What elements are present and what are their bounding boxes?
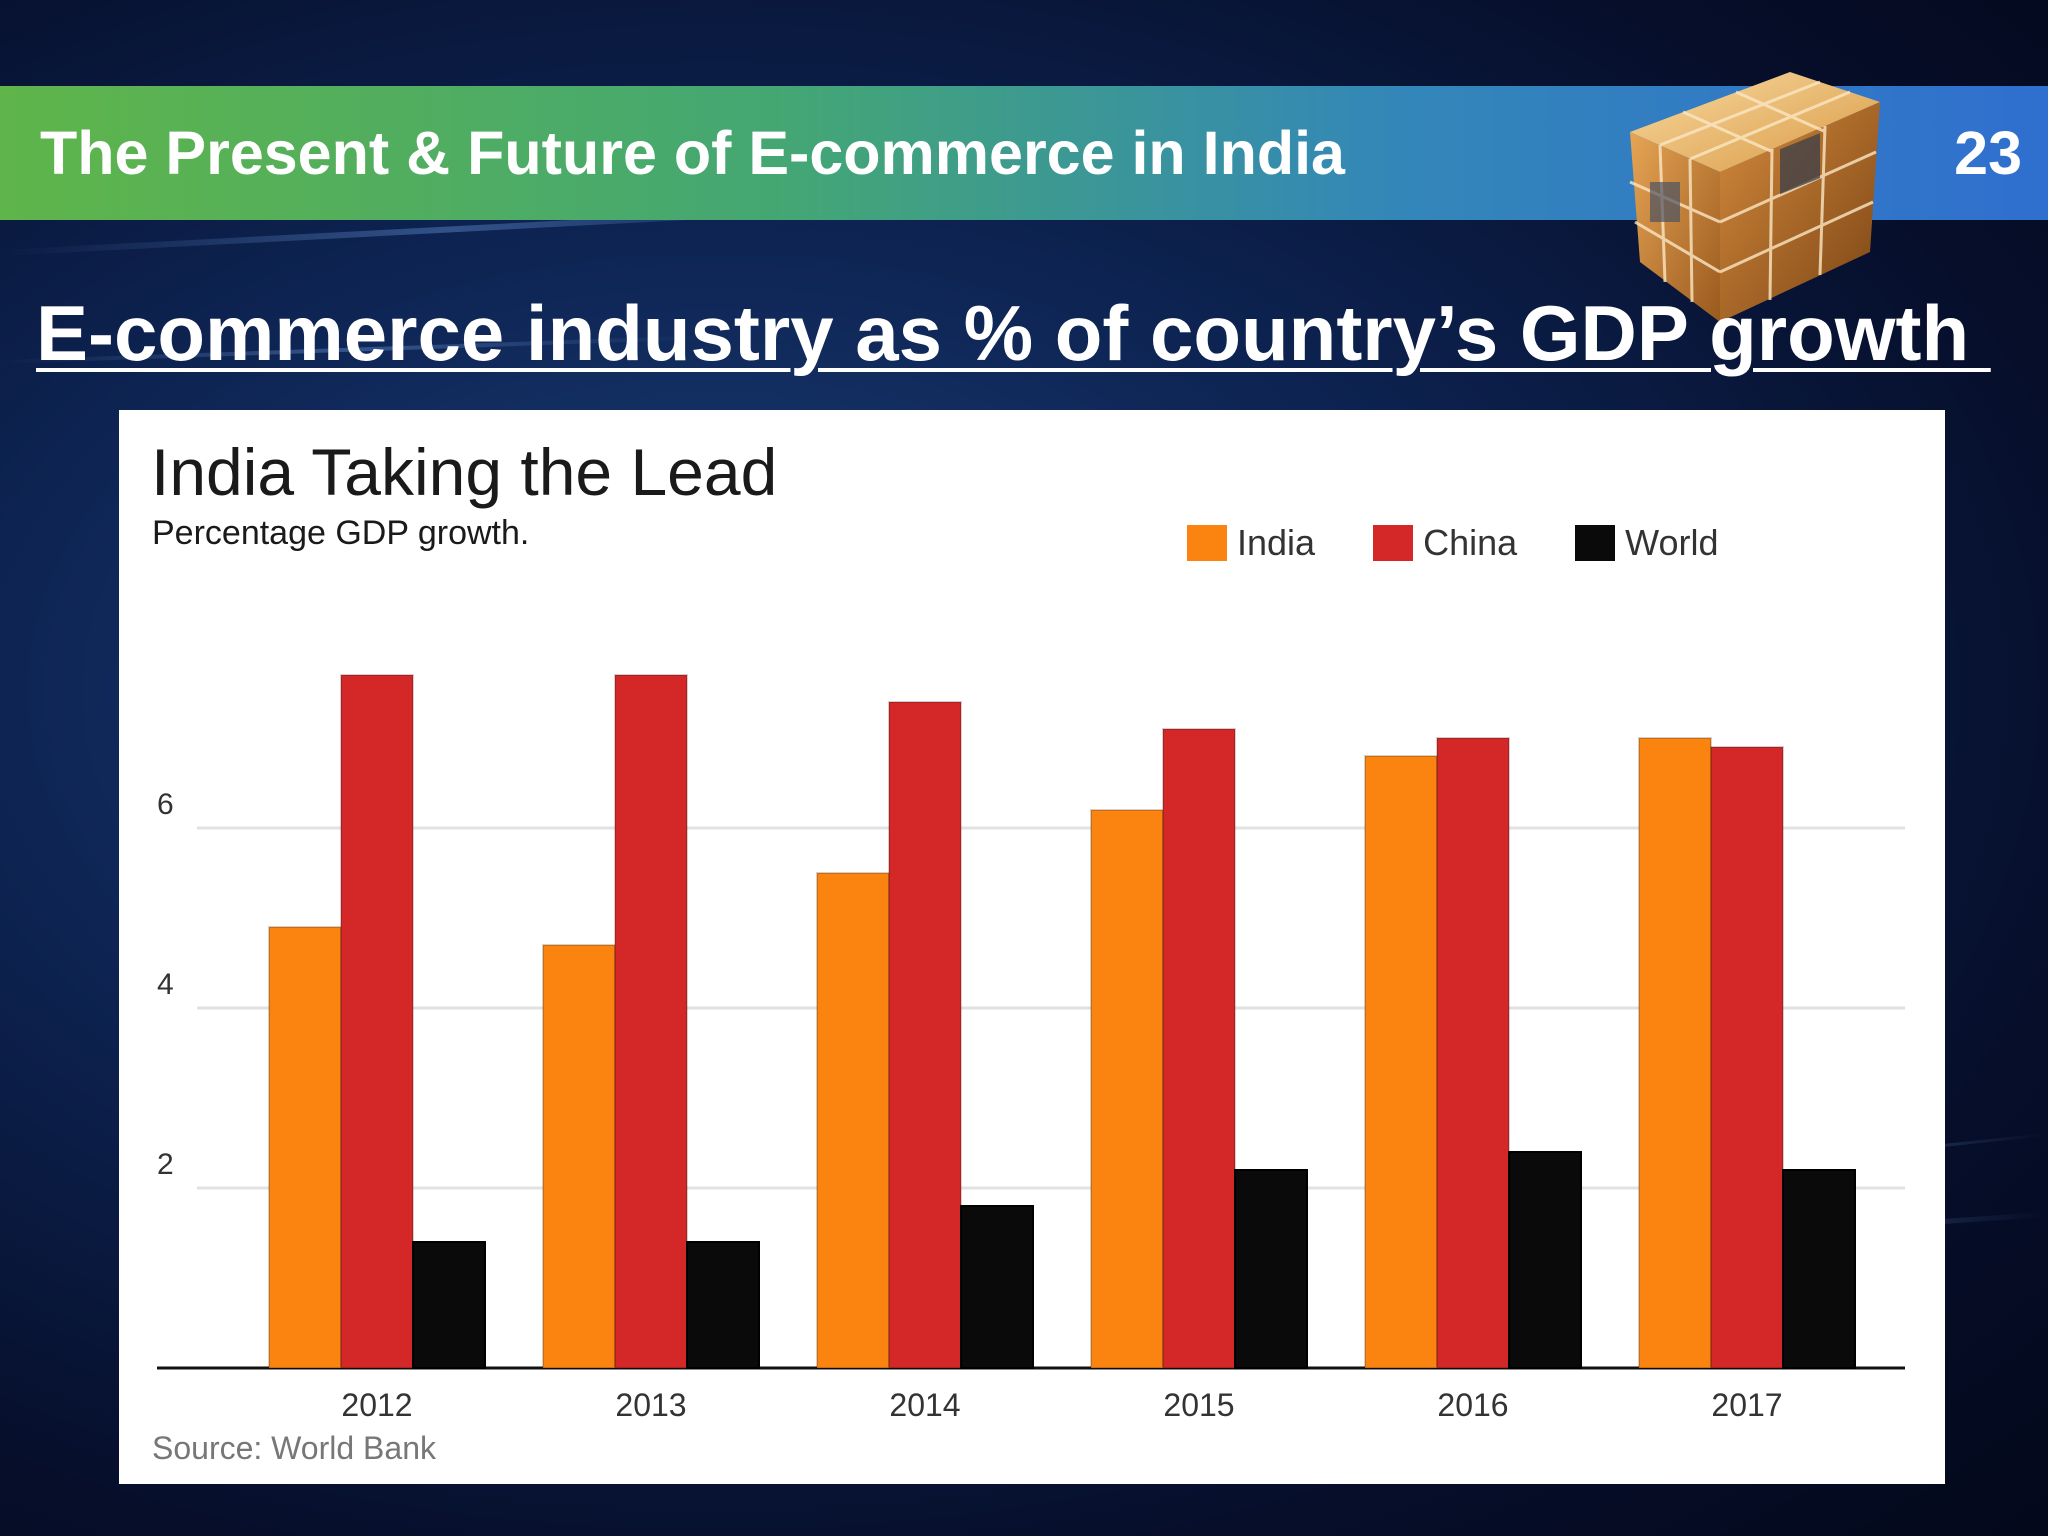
chart-legend: India China World <box>1187 522 1719 564</box>
bar-world-2015 <box>1234 1169 1308 1369</box>
slide-number: 23 <box>1954 119 2022 187</box>
y-tick-label: 2 <box>157 1148 174 1181</box>
chart-subtitle: Percentage GDP growth. <box>152 514 530 552</box>
tick-labels: 2 4 6 2012 2013 2014 2015 2016 2017 <box>157 788 1783 1423</box>
bar-india-2016 <box>1364 755 1438 1369</box>
legend-swatch-india <box>1187 525 1227 561</box>
bar-chart: 2 4 6 2012 2013 2014 2015 2016 2017 <box>157 674 1905 1423</box>
legend-item-china: China <box>1373 522 1517 564</box>
legend-label-india: India <box>1237 522 1316 563</box>
x-tick-label: 2014 <box>889 1387 960 1423</box>
bar-china-2016 <box>1436 737 1510 1369</box>
chart-source: Source: World Bank <box>152 1430 436 1466</box>
legend-label-china: China <box>1423 522 1518 563</box>
legend-swatch-china <box>1373 525 1414 561</box>
bar-india-2013 <box>542 944 616 1369</box>
bar-china-2014 <box>888 701 962 1369</box>
bars <box>268 674 1856 1369</box>
chart-title: India Taking the Lead <box>151 435 778 509</box>
bar-india-2017 <box>1638 737 1712 1369</box>
bar-world-2016 <box>1508 1151 1582 1369</box>
bar-china-2015 <box>1162 728 1236 1369</box>
legend-item-world: World <box>1575 522 1719 564</box>
x-tick-label: 2017 <box>1711 1387 1782 1423</box>
bar-world-2014 <box>960 1205 1034 1369</box>
legend-swatch-world <box>1575 525 1616 561</box>
chart-panel: 2 4 6 2012 2013 2014 2015 2016 2017 India Taking… <box>119 410 1945 1484</box>
bar-india-2012 <box>268 926 342 1369</box>
bar-world-2017 <box>1782 1169 1856 1369</box>
bar-world-2013 <box>686 1241 760 1369</box>
cube-logo <box>1629 72 1880 322</box>
slide-subtitle: E-commerce industry as % of country’s GD… <box>36 289 1991 377</box>
y-tick-label: 4 <box>157 968 174 1001</box>
y-tick-label: 6 <box>157 788 174 821</box>
x-tick-label: 2013 <box>615 1387 686 1423</box>
bar-china-2017 <box>1710 746 1784 1369</box>
x-tick-label: 2016 <box>1437 1387 1508 1423</box>
bar-china-2012 <box>340 674 414 1369</box>
bar-india-2015 <box>1090 809 1164 1369</box>
bar-world-2012 <box>412 1241 486 1369</box>
legend-item-india: India <box>1187 522 1315 564</box>
x-tick-label: 2015 <box>1163 1387 1234 1423</box>
bar-china-2013 <box>614 674 688 1369</box>
slide-title: The Present & Future of E-commerce in In… <box>40 119 1345 187</box>
legend-label-world: World <box>1625 522 1719 563</box>
bar-india-2014 <box>816 872 890 1369</box>
x-tick-label: 2012 <box>341 1387 412 1423</box>
